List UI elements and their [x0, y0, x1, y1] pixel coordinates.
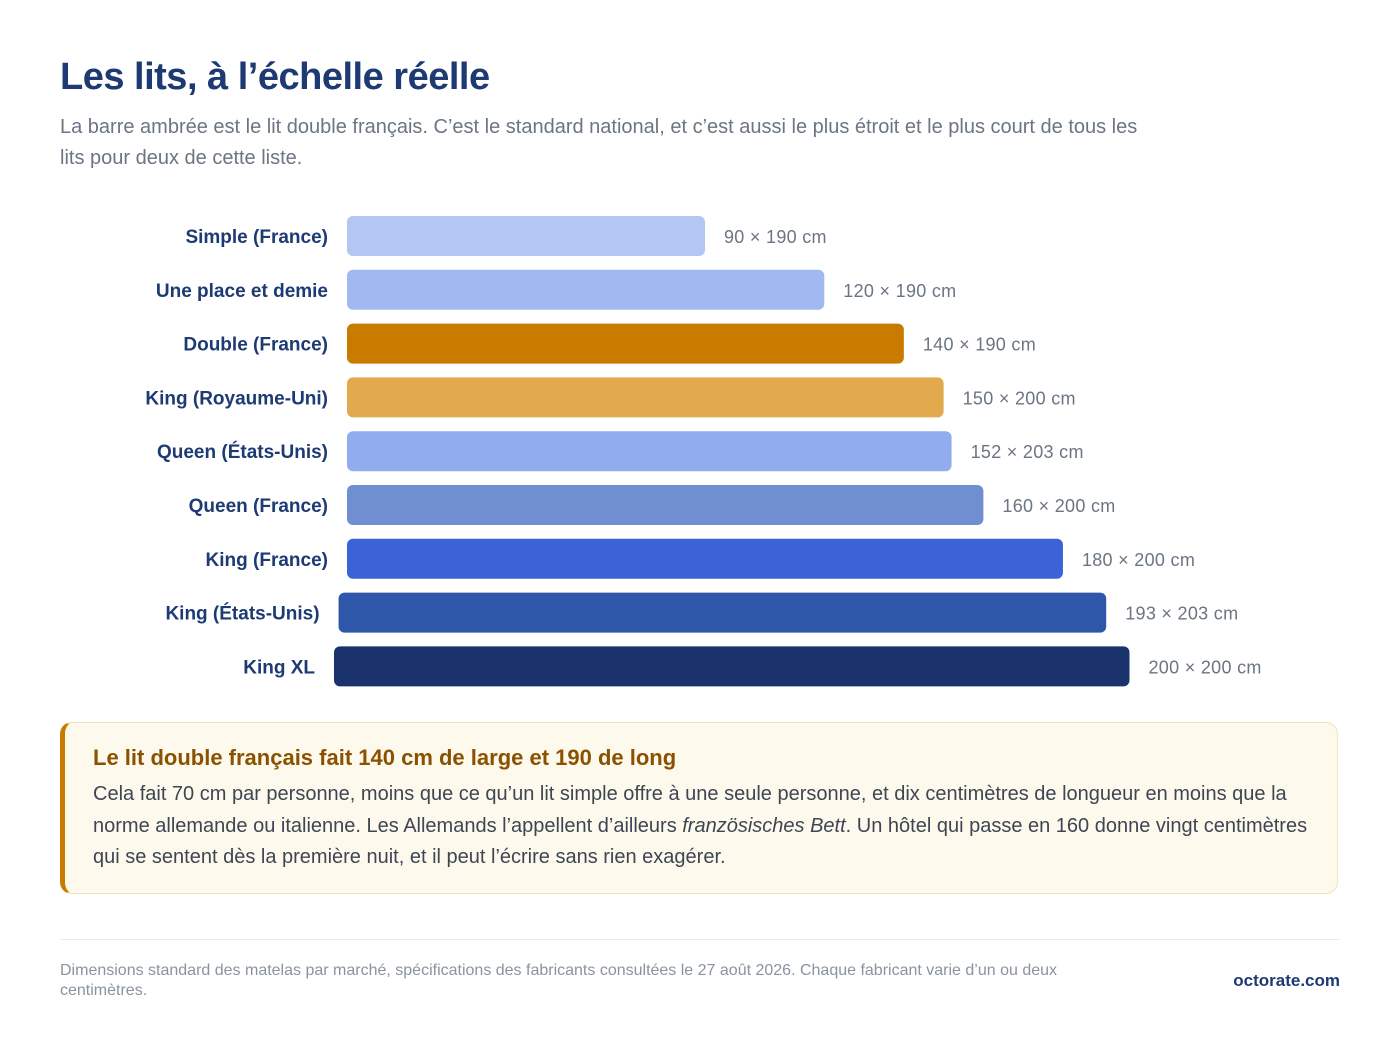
- callout-body: Cela fait 70 cm par personne, moins que …: [93, 779, 1309, 874]
- category-label-2: Double (France): [183, 335, 328, 356]
- callout-title: Le lit double français fait 140 cm de la…: [93, 745, 677, 770]
- value-label-1: 120 × 190 cm: [843, 281, 956, 301]
- page-subtitle: La barre ambrée est le lit double frança…: [60, 116, 1138, 169]
- value-label-4: 152 × 203 cm: [971, 442, 1084, 462]
- value-label-2: 140 × 190 cm: [923, 335, 1036, 355]
- category-label-8: King XL: [243, 657, 315, 678]
- category-label-0: Simple (France): [185, 227, 328, 248]
- brand-link[interactable]: octorate.com: [1233, 971, 1340, 990]
- category-label-7: King (États-Unis): [165, 603, 319, 625]
- source-footnote: Dimensions standard des matelas par marc…: [60, 962, 1058, 999]
- value-label-3: 150 × 200 cm: [963, 388, 1076, 408]
- bar-2: [347, 323, 904, 364]
- category-label-4: Queen (États-Unis): [157, 441, 328, 463]
- value-label-0: 90 × 190 cm: [724, 227, 827, 247]
- category-label-3: King (Royaume-Uni): [145, 388, 328, 409]
- bar-1: [347, 269, 825, 310]
- callout-body-emphasis: französisches Bett: [682, 814, 846, 837]
- category-label-1: Une place et demie: [156, 281, 328, 302]
- value-label-8: 200 × 200 cm: [1149, 657, 1262, 677]
- page-title: Les lits, à l’échelle réelle: [60, 56, 490, 98]
- category-label-5: Queen (France): [189, 496, 328, 517]
- footer-divider: [60, 939, 1340, 940]
- value-label-5: 160 × 200 cm: [1002, 496, 1115, 516]
- bar-7: [338, 592, 1107, 633]
- bar-0: [347, 216, 705, 256]
- bar-3: [347, 377, 944, 418]
- bar-8: [334, 646, 1130, 687]
- value-label-6: 180 × 200 cm: [1082, 550, 1195, 570]
- category-label-6: King (France): [206, 550, 328, 571]
- value-label-7: 193 × 203 cm: [1125, 604, 1238, 624]
- bar-4: [347, 431, 952, 472]
- bar-6: [347, 538, 1063, 579]
- bed-size-bar-chart: Simple (France) 90 × 190 cm Une place et d…: [145, 216, 1262, 687]
- callout-body-text-1: Cela fait 70 cm par personne, moins que …: [93, 783, 1287, 837]
- callout-body-text-2: . Un hôtel qui passe en 160 donne vingt …: [93, 814, 1308, 869]
- bar-5: [347, 485, 984, 525]
- highlight-callout: Le lit double français fait 140 cm de la…: [60, 722, 1338, 894]
